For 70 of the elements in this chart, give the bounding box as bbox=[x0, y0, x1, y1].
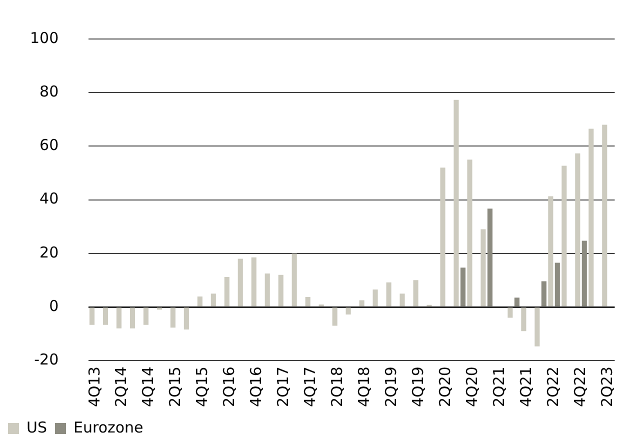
y-tick-label: 100 bbox=[30, 28, 59, 47]
bar bbox=[562, 166, 567, 306]
bar bbox=[487, 208, 492, 306]
bar bbox=[346, 308, 351, 314]
bar bbox=[264, 273, 270, 306]
bar bbox=[143, 308, 148, 325]
x-tick-label: 4Q20 bbox=[462, 366, 481, 407]
x-tick-label: 2Q15 bbox=[166, 366, 184, 407]
bar bbox=[582, 240, 587, 306]
bar bbox=[514, 298, 520, 306]
x-tick-label: 4Q16 bbox=[247, 366, 266, 407]
bar bbox=[372, 290, 378, 306]
bar bbox=[102, 308, 108, 325]
bar bbox=[332, 308, 338, 326]
bar bbox=[170, 308, 176, 328]
bar bbox=[413, 280, 418, 306]
bar bbox=[210, 294, 216, 306]
y-tick-label: 80 bbox=[40, 82, 59, 100]
x-tick-label: 4Q15 bbox=[193, 366, 212, 407]
bar bbox=[400, 294, 405, 306]
bar bbox=[292, 254, 297, 306]
x-tick-label: 2Q22 bbox=[544, 366, 562, 407]
bar bbox=[521, 308, 526, 332]
bar bbox=[184, 308, 189, 330]
bar bbox=[386, 282, 392, 306]
x-tick-label: 4Q13 bbox=[85, 366, 104, 407]
bar bbox=[575, 153, 580, 306]
bar bbox=[602, 124, 608, 306]
x-tick-label: 2Q21 bbox=[490, 366, 508, 407]
x-tick-label: 2Q18 bbox=[328, 366, 346, 407]
bar bbox=[440, 168, 446, 306]
bar bbox=[278, 274, 284, 306]
bar bbox=[588, 128, 594, 306]
bar bbox=[534, 308, 540, 346]
bar bbox=[480, 229, 486, 306]
x-tick-label: 2Q20 bbox=[436, 366, 454, 407]
bar bbox=[251, 257, 256, 306]
y-tick-label: 60 bbox=[40, 136, 59, 154]
bar bbox=[89, 308, 95, 325]
x-tick-label: 2Q16 bbox=[220, 366, 238, 407]
y-tick-label: -20 bbox=[34, 350, 59, 368]
x-tick-label: 4Q21 bbox=[516, 366, 535, 407]
bar bbox=[238, 258, 243, 306]
x-tick-label: 4Q14 bbox=[139, 366, 158, 407]
y-tick-label: 0 bbox=[49, 296, 59, 315]
x-tick-label: 4Q19 bbox=[409, 366, 428, 407]
x-tick-label: 4Q22 bbox=[570, 366, 589, 407]
x-tick-label: 4Q17 bbox=[301, 366, 320, 407]
bar bbox=[116, 308, 122, 328]
bar bbox=[508, 308, 513, 318]
bar bbox=[130, 308, 136, 328]
x-tick-label: 2Q14 bbox=[112, 366, 130, 407]
bar bbox=[197, 296, 202, 306]
bar bbox=[454, 100, 459, 306]
y-tick-label: 40 bbox=[40, 190, 59, 208]
legend-label: Eurozone bbox=[74, 418, 144, 436]
bar bbox=[359, 300, 364, 306]
x-tick-label: 2Q19 bbox=[382, 366, 400, 407]
bar bbox=[460, 268, 466, 306]
bar bbox=[467, 160, 472, 306]
bar bbox=[224, 276, 230, 306]
bar bbox=[305, 297, 310, 306]
bar bbox=[548, 196, 554, 306]
bar bbox=[554, 262, 560, 306]
legend-label: US bbox=[26, 418, 48, 436]
y-tick-label: 20 bbox=[40, 243, 59, 262]
x-tick-label: 4Q18 bbox=[355, 366, 374, 407]
x-tick-label: 2Q23 bbox=[598, 366, 616, 407]
bar bbox=[541, 281, 546, 306]
x-tick-label: 2Q17 bbox=[274, 366, 292, 407]
